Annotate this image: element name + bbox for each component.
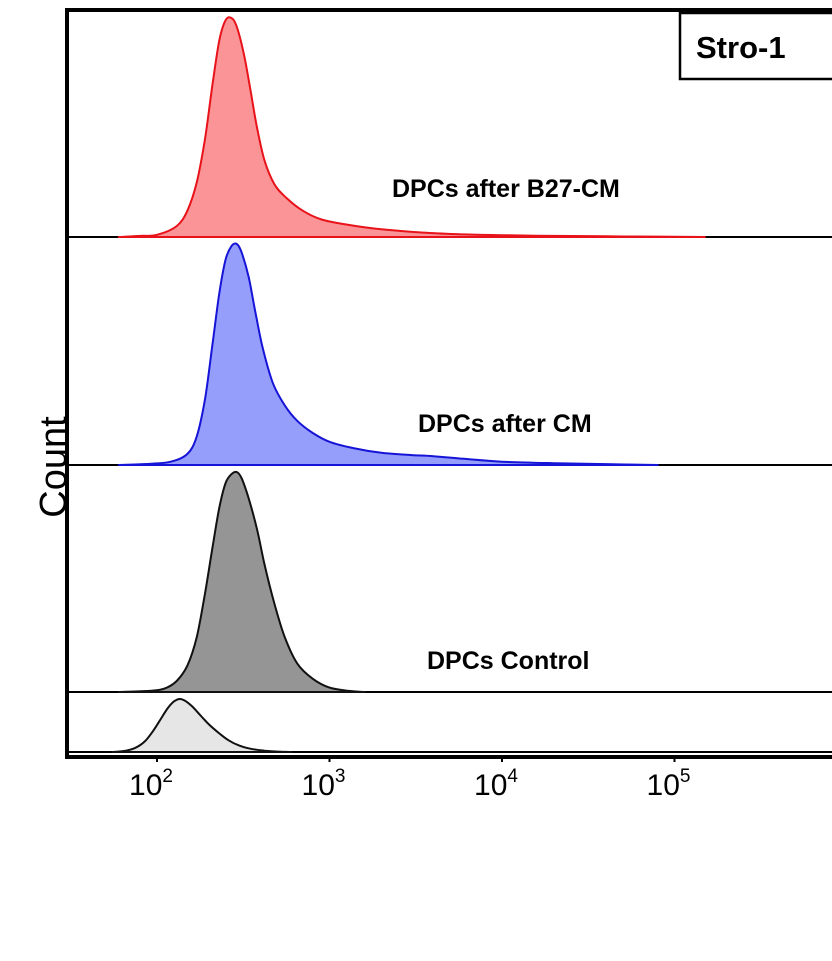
plot-frame — [65, 8, 832, 759]
histogram-area-4 — [111, 697, 293, 753]
x-tick-label-2: 103 — [302, 766, 346, 802]
title-box-border — [678, 11, 832, 81]
histogram-area-1 — [117, 16, 706, 238]
x-tick-label-1: 102 — [129, 766, 173, 802]
x-tick-label-3: 104 — [474, 766, 518, 802]
chart-title: Stro-1 — [696, 30, 786, 65]
histogram-area-3 — [117, 470, 366, 693]
y-axis-label: Count — [33, 416, 75, 518]
x-tick-label-4: 105 — [647, 766, 691, 802]
histogram-panels: DPCs after B27-CM DPCs after CM DPCs Contr… — [67, 16, 832, 753]
histogram-panel-2: DPCs after CM — [67, 242, 832, 466]
histogram-area-2 — [117, 242, 659, 466]
series-label-1: DPCs after B27-CM — [392, 175, 620, 203]
histogram-panel-4 — [67, 697, 832, 753]
series-label-3: DPCs Control — [427, 647, 590, 675]
histogram-panel-3: DPCs Control — [67, 470, 832, 693]
x-axis-ticks: 102 103 104 105 — [129, 755, 690, 802]
title-box: Stro-1 — [678, 11, 832, 81]
series-label-2: DPCs after CM — [418, 410, 592, 438]
histogram-panel-1: DPCs after B27-CM — [67, 16, 832, 238]
